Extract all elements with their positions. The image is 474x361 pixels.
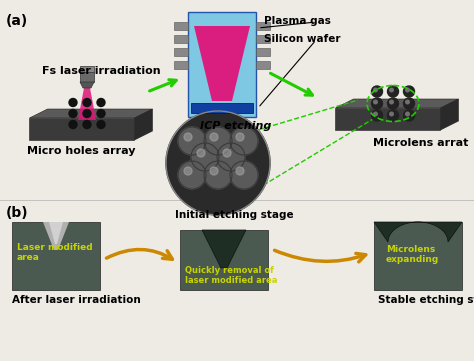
Circle shape bbox=[388, 98, 399, 109]
Polygon shape bbox=[174, 61, 188, 69]
Polygon shape bbox=[202, 230, 246, 268]
Polygon shape bbox=[336, 108, 440, 130]
Text: (b): (b) bbox=[6, 206, 28, 220]
Circle shape bbox=[372, 98, 383, 109]
Polygon shape bbox=[174, 35, 188, 43]
Text: Microlens
expanding: Microlens expanding bbox=[386, 245, 439, 264]
Circle shape bbox=[236, 167, 244, 175]
Polygon shape bbox=[191, 103, 253, 113]
Polygon shape bbox=[188, 12, 256, 117]
Polygon shape bbox=[174, 22, 188, 30]
Circle shape bbox=[406, 100, 410, 104]
Circle shape bbox=[204, 127, 232, 155]
Polygon shape bbox=[180, 230, 268, 290]
Polygon shape bbox=[80, 82, 94, 88]
Circle shape bbox=[97, 99, 105, 106]
Circle shape bbox=[406, 112, 410, 116]
Circle shape bbox=[403, 110, 414, 121]
Circle shape bbox=[390, 112, 393, 116]
Circle shape bbox=[178, 161, 206, 189]
Circle shape bbox=[204, 161, 232, 189]
Circle shape bbox=[223, 149, 231, 157]
Polygon shape bbox=[256, 61, 270, 69]
Circle shape bbox=[230, 127, 258, 155]
Polygon shape bbox=[49, 222, 63, 244]
Circle shape bbox=[83, 121, 91, 129]
Circle shape bbox=[372, 110, 383, 121]
Text: After laser irradiation: After laser irradiation bbox=[12, 295, 141, 305]
Circle shape bbox=[406, 88, 410, 92]
Polygon shape bbox=[80, 72, 94, 82]
Polygon shape bbox=[78, 88, 96, 120]
Circle shape bbox=[184, 167, 192, 175]
Circle shape bbox=[390, 100, 393, 104]
Circle shape bbox=[390, 88, 393, 92]
Text: Initial etching stage: Initial etching stage bbox=[175, 210, 293, 220]
Polygon shape bbox=[135, 109, 153, 140]
Circle shape bbox=[83, 99, 91, 106]
Circle shape bbox=[210, 133, 218, 141]
Polygon shape bbox=[256, 48, 270, 56]
Polygon shape bbox=[194, 26, 250, 101]
Polygon shape bbox=[12, 222, 100, 290]
Circle shape bbox=[374, 88, 377, 92]
Circle shape bbox=[69, 109, 77, 117]
Text: ICP etching: ICP etching bbox=[200, 121, 272, 131]
Text: Silicon wafer: Silicon wafer bbox=[264, 34, 340, 44]
Circle shape bbox=[403, 98, 414, 109]
Polygon shape bbox=[256, 35, 270, 43]
Circle shape bbox=[184, 133, 192, 141]
Polygon shape bbox=[374, 222, 462, 290]
Polygon shape bbox=[374, 222, 462, 242]
Text: Stable etching stage: Stable etching stage bbox=[378, 295, 474, 305]
Text: Quickly removal of
laser modified area: Quickly removal of laser modified area bbox=[185, 266, 277, 286]
Circle shape bbox=[403, 86, 414, 97]
Circle shape bbox=[236, 133, 244, 141]
Circle shape bbox=[97, 109, 105, 117]
Polygon shape bbox=[80, 66, 94, 72]
Text: Microlens arrat: Microlens arrat bbox=[373, 138, 468, 148]
Polygon shape bbox=[43, 222, 69, 250]
Circle shape bbox=[374, 112, 377, 116]
Circle shape bbox=[388, 110, 399, 121]
Polygon shape bbox=[174, 48, 188, 56]
Circle shape bbox=[166, 111, 270, 215]
Polygon shape bbox=[440, 99, 458, 130]
Text: Micro holes array: Micro holes array bbox=[27, 146, 136, 156]
Polygon shape bbox=[29, 118, 135, 140]
Text: (a): (a) bbox=[6, 14, 28, 28]
Polygon shape bbox=[336, 99, 458, 108]
Circle shape bbox=[178, 127, 206, 155]
Circle shape bbox=[97, 121, 105, 129]
Circle shape bbox=[372, 86, 383, 97]
Text: Plasma gas: Plasma gas bbox=[264, 16, 331, 26]
Text: Laser modified
area: Laser modified area bbox=[17, 243, 92, 262]
Polygon shape bbox=[29, 109, 153, 118]
Circle shape bbox=[191, 143, 219, 171]
Text: Fs laser irradiation: Fs laser irradiation bbox=[42, 66, 161, 76]
Circle shape bbox=[69, 99, 77, 106]
Circle shape bbox=[197, 149, 205, 157]
Circle shape bbox=[374, 100, 377, 104]
Circle shape bbox=[217, 143, 245, 171]
Circle shape bbox=[210, 167, 218, 175]
Circle shape bbox=[69, 121, 77, 129]
Polygon shape bbox=[256, 22, 270, 30]
Circle shape bbox=[83, 109, 91, 117]
Circle shape bbox=[230, 161, 258, 189]
Circle shape bbox=[388, 86, 399, 97]
